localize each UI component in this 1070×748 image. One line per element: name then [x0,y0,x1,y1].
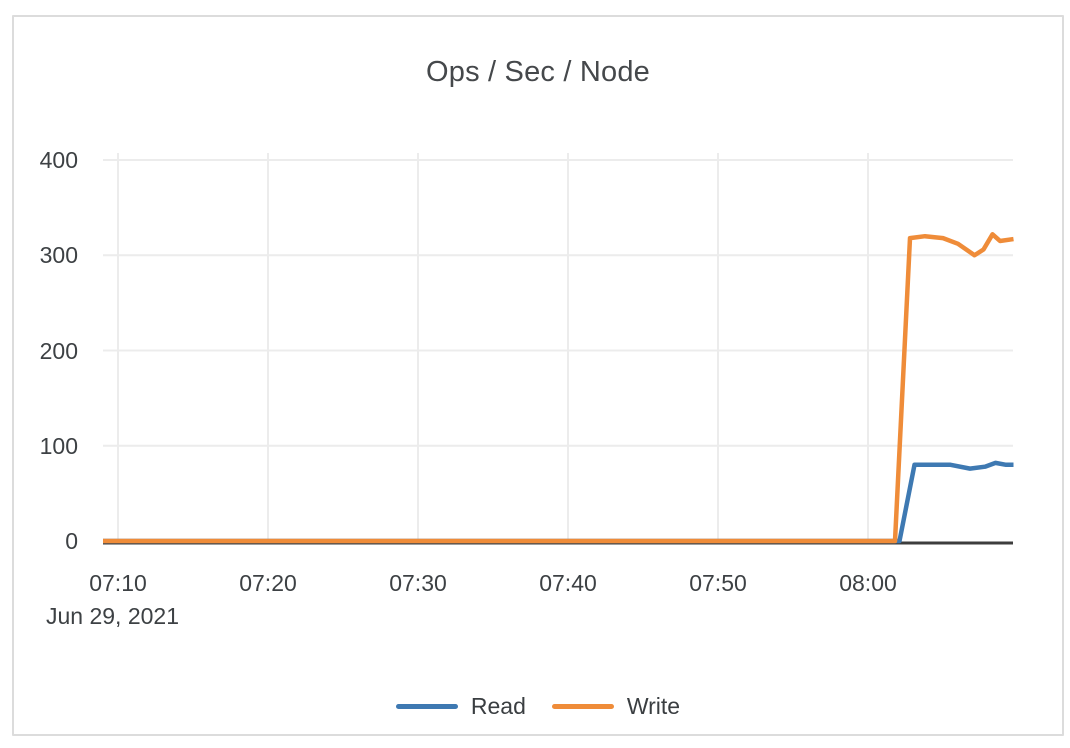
x-tick-label: 07:50 [689,570,747,596]
x-tick-label: 07:40 [539,570,597,596]
chart-title: Ops / Sec / Node [425,56,651,88]
legend-label-write: Write [626,693,681,719]
x-axis-date-label: Jun 29, 2021 [46,603,180,629]
y-tick-label: 400 [39,147,78,173]
y-tick-label: 300 [39,242,78,269]
y-tick-label: 0 [65,528,78,554]
x-tick-label: 07:10 [89,570,147,596]
legend-item-write[interactable]: Write [551,693,681,720]
x-tick-label: 07:30 [389,570,447,596]
chart-legend: Read Write [12,693,1064,720]
y-tick-label: 200 [39,337,78,364]
x-tick-label: 08:00 [839,570,897,596]
x-tick-label: 07:20 [239,570,297,596]
legend-item-read[interactable]: Read [395,693,526,720]
legend-label-read: Read [470,693,526,719]
y-tick-label: 100 [39,432,78,459]
write-series-swatch [551,704,614,709]
read-series-swatch [395,704,458,709]
